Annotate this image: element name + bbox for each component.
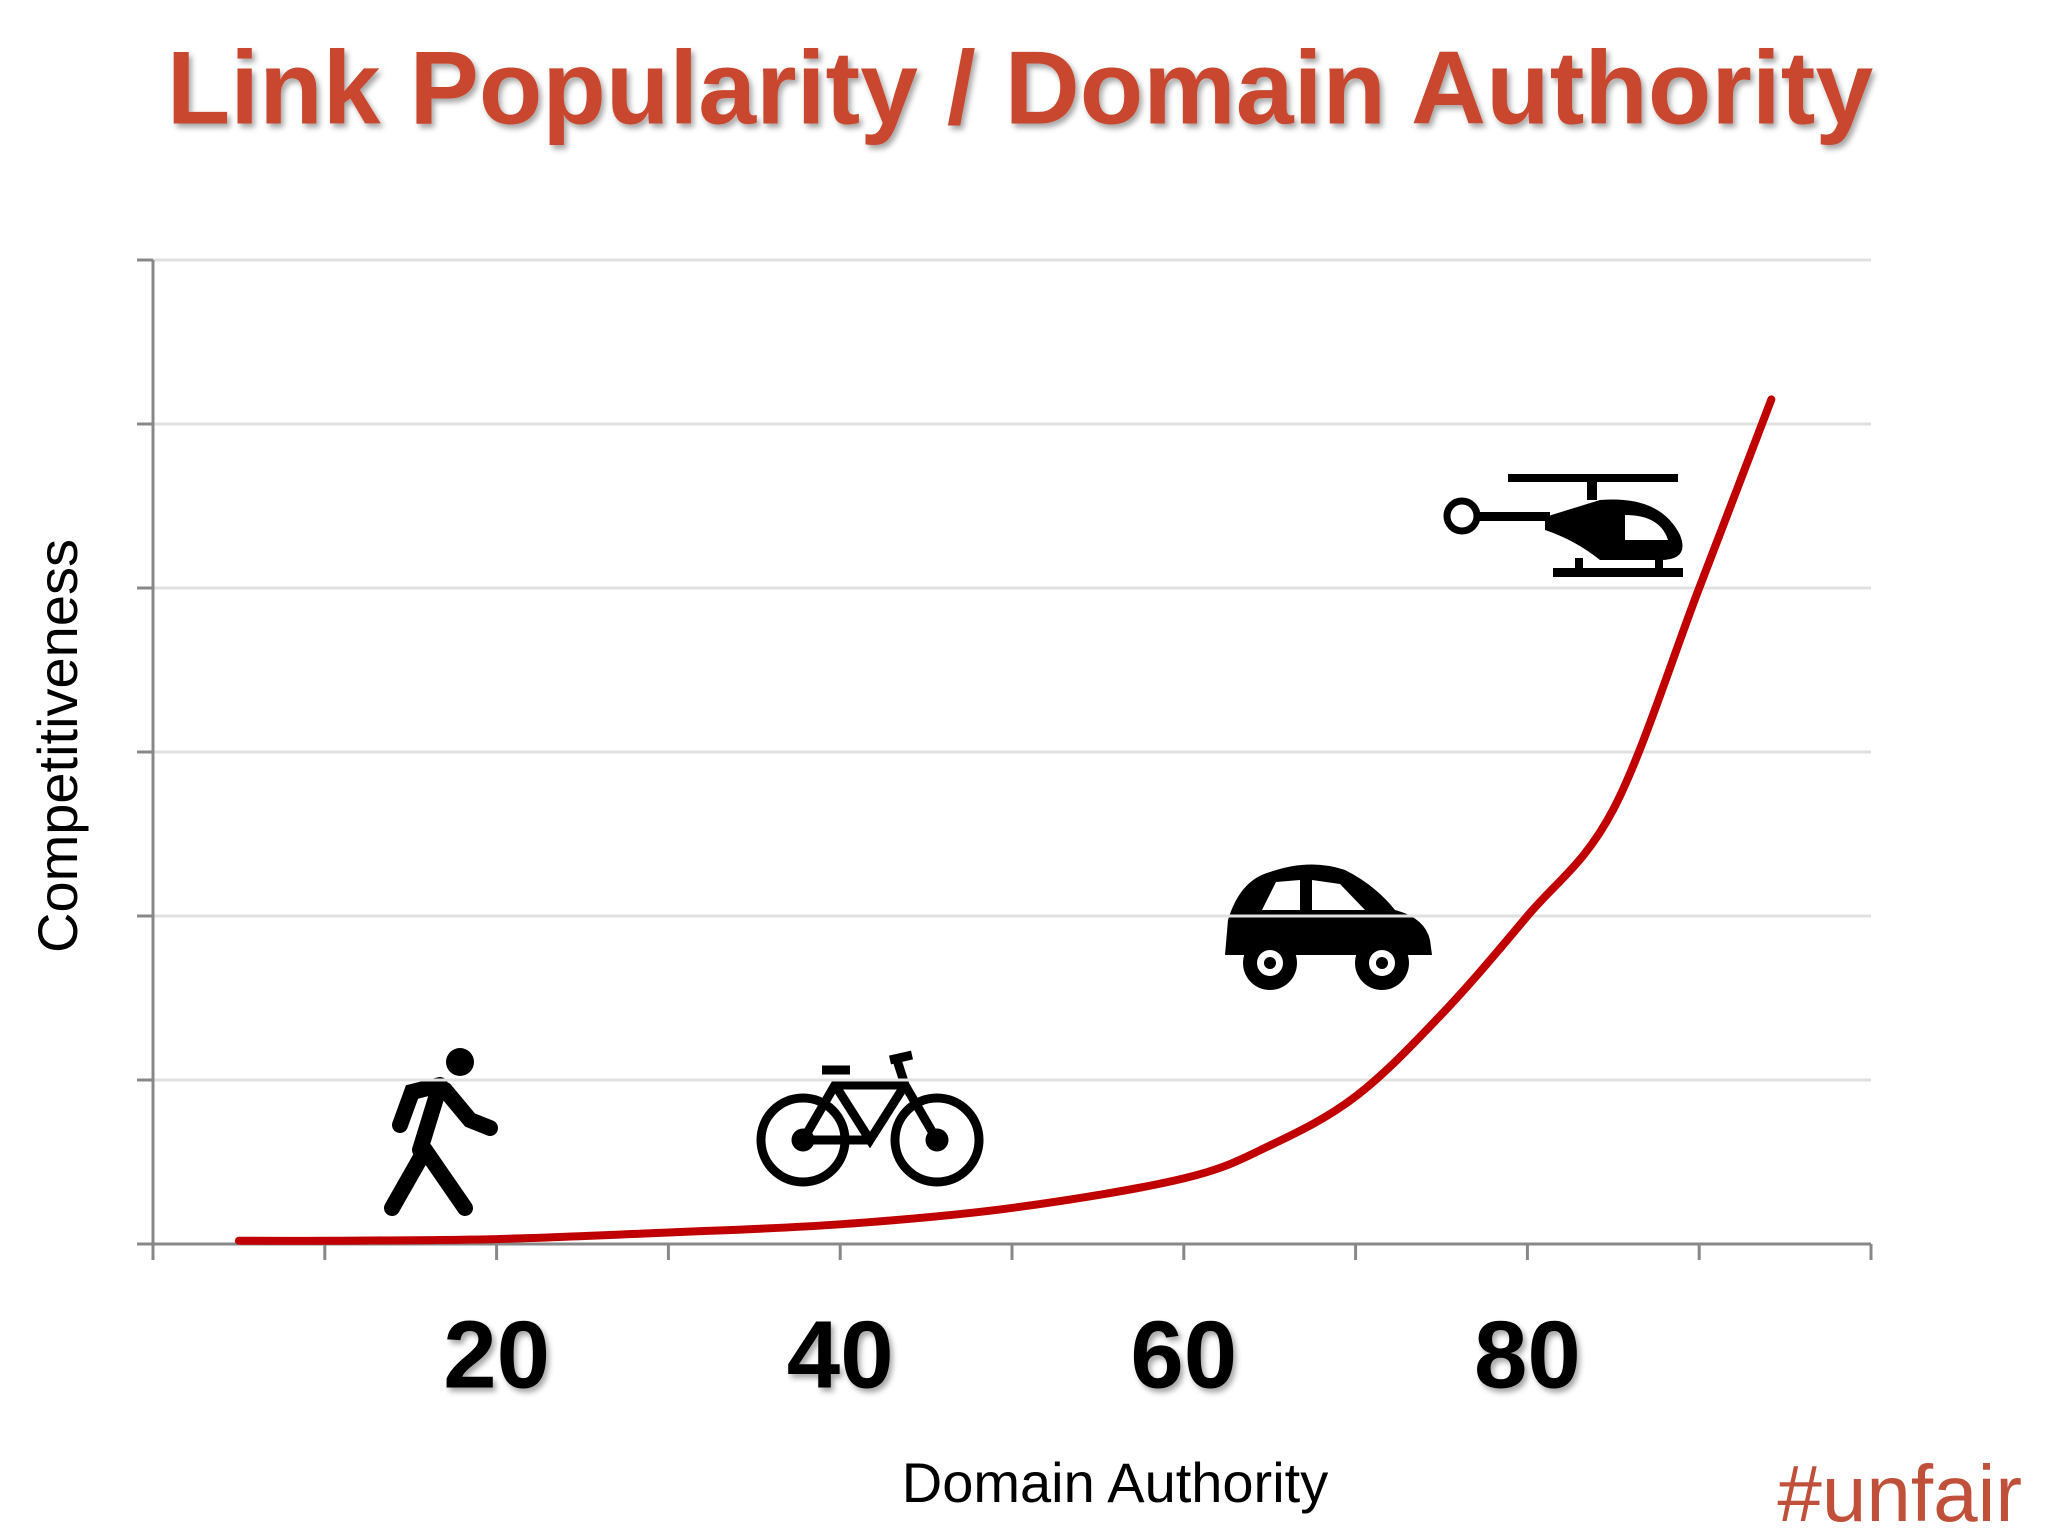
x-tick-label: 80 bbox=[1474, 1301, 1581, 1408]
x-axis-title: Domain Authority bbox=[902, 1451, 1328, 1514]
x-tick-label: 40 bbox=[787, 1301, 894, 1408]
chart-title: Link Popularity / Domain Authority bbox=[167, 30, 1874, 146]
x-tick-label: 60 bbox=[1130, 1301, 1237, 1408]
walker-icon bbox=[384, 1048, 498, 1216]
annotation: #unfair bbox=[1777, 1449, 2022, 1536]
line bbox=[234, 395, 1776, 1245]
bicycle-icon bbox=[756, 1050, 984, 1187]
x-tick-label: 20 bbox=[443, 1301, 550, 1408]
car-icon bbox=[1225, 864, 1432, 990]
y-axis-title: Competitiveness bbox=[26, 539, 89, 953]
helicopter-icon bbox=[1443, 474, 1683, 577]
